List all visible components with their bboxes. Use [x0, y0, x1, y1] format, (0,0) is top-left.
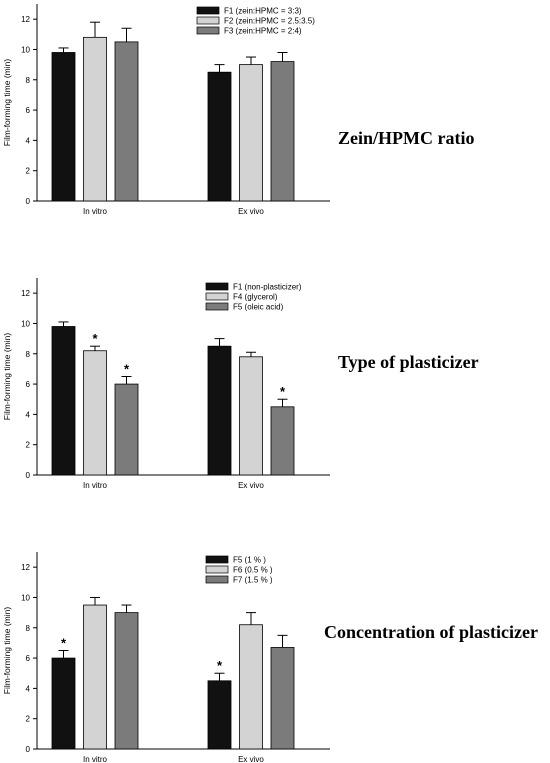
panel-title: Zein/HPMC ratio	[338, 128, 474, 148]
y-tick-label: 10	[21, 593, 30, 602]
y-tick-label: 12	[21, 563, 30, 572]
bar	[270, 647, 295, 750]
y-tick-label: 12	[21, 15, 30, 24]
y-tick-label: 12	[21, 289, 30, 298]
x-tick-label: Ex vivo	[238, 755, 264, 763]
legend-swatch	[196, 26, 220, 35]
bar	[270, 406, 295, 476]
bar	[83, 36, 107, 202]
y-tick-label: 10	[21, 45, 30, 54]
significance-star: *	[61, 636, 67, 651]
x-tick-label: Ex vivo	[238, 481, 264, 490]
y-tick-label: 6	[26, 380, 31, 389]
bar	[114, 612, 139, 750]
legend-label: F7 (1.5 % )	[233, 576, 273, 585]
y-tick-label: 0	[26, 745, 31, 754]
legend-label: F6 (0.5 % )	[233, 566, 273, 575]
x-tick-label: In vitro	[83, 207, 108, 216]
legend-swatch	[205, 565, 229, 574]
panel-title: Type of plasticizer	[338, 352, 479, 372]
legend-swatch	[205, 282, 229, 291]
chart-panel-3: 0 2 4 6 8 10 12 Film-forming time (min) * In vitr…	[2, 552, 538, 763]
bar	[239, 356, 263, 476]
legend-swatch	[205, 575, 229, 584]
significance-star: *	[217, 658, 223, 673]
bar	[51, 52, 76, 202]
y-tick-label: 4	[26, 136, 31, 145]
legend-swatch	[205, 302, 229, 311]
legend-swatch	[196, 16, 220, 25]
significance-star: *	[280, 384, 286, 399]
bar	[114, 383, 139, 476]
y-tick-label: 8	[26, 76, 31, 85]
bar	[207, 680, 232, 750]
significance-star: *	[92, 331, 98, 346]
y-tick-label: 4	[26, 684, 31, 693]
bar	[270, 61, 295, 202]
legend-label: F2 (zein:HPMC = 2.5:3.5)	[224, 17, 315, 26]
y-tick-label: 6	[26, 654, 31, 663]
y-axis-label: Film-forming time (min)	[2, 59, 12, 147]
y-axis-label: Film-forming time (min)	[2, 333, 12, 421]
legend-label: F5 (oleic acid)	[233, 303, 284, 312]
y-axis-label: Film-forming time (min)	[2, 607, 12, 695]
legend-label: F1 (zein:HPMC = 3:3)	[224, 7, 302, 16]
legend-label: F4 (glycerol)	[233, 293, 278, 302]
bar	[239, 624, 263, 750]
bar	[114, 41, 139, 202]
legend: F1 (non-plasticizer)F4 (glycerol)F5 (ole…	[205, 282, 302, 312]
y-tick-label: 8	[26, 350, 31, 359]
bar	[207, 345, 232, 476]
y-tick-label: 0	[26, 197, 31, 206]
y-tick-label: 2	[26, 167, 31, 176]
x-tick-label: In vitro	[83, 481, 108, 490]
y-tick-label: 2	[26, 715, 31, 724]
legend: F5 (1 % )F6 (0.5 % )F7 (1.5 % )	[205, 555, 273, 585]
legend-swatch	[205, 555, 229, 564]
panel-title: Concentration of plasticizer	[324, 622, 538, 642]
bar	[239, 64, 263, 202]
x-tick-label: Ex vivo	[238, 207, 264, 216]
y-tick-label: 6	[26, 106, 31, 115]
bar	[207, 71, 232, 202]
y-tick-label: 4	[26, 410, 31, 419]
legend-swatch	[196, 6, 220, 15]
legend-label: F3 (zein:HPMC = 2:4)	[224, 27, 302, 36]
legend-swatch	[205, 292, 229, 301]
bar	[51, 326, 76, 476]
legend-label: F1 (non-plasticizer)	[233, 283, 302, 292]
significance-star: *	[124, 362, 130, 377]
x-tick-label: In vitro	[83, 755, 108, 763]
y-tick-label: 0	[26, 471, 31, 480]
bar	[83, 604, 107, 750]
y-tick-label: 8	[26, 624, 31, 633]
y-tick-label: 2	[26, 441, 31, 450]
legend: F1 (zein:HPMC = 3:3)F2 (zein:HPMC = 2.5:…	[196, 6, 315, 36]
y-tick-label: 10	[21, 319, 30, 328]
legend-label: F5 (1 % )	[233, 556, 266, 565]
bar	[83, 350, 107, 476]
bar	[51, 657, 76, 750]
chart-panel-1: 0 2 4 6 8 10 12 Film-forming time (min) In vitro…	[2, 4, 474, 216]
chart-panel-2: 0 2 4 6 8 10 12 Film-forming time (min) * * In vit…	[2, 278, 479, 490]
